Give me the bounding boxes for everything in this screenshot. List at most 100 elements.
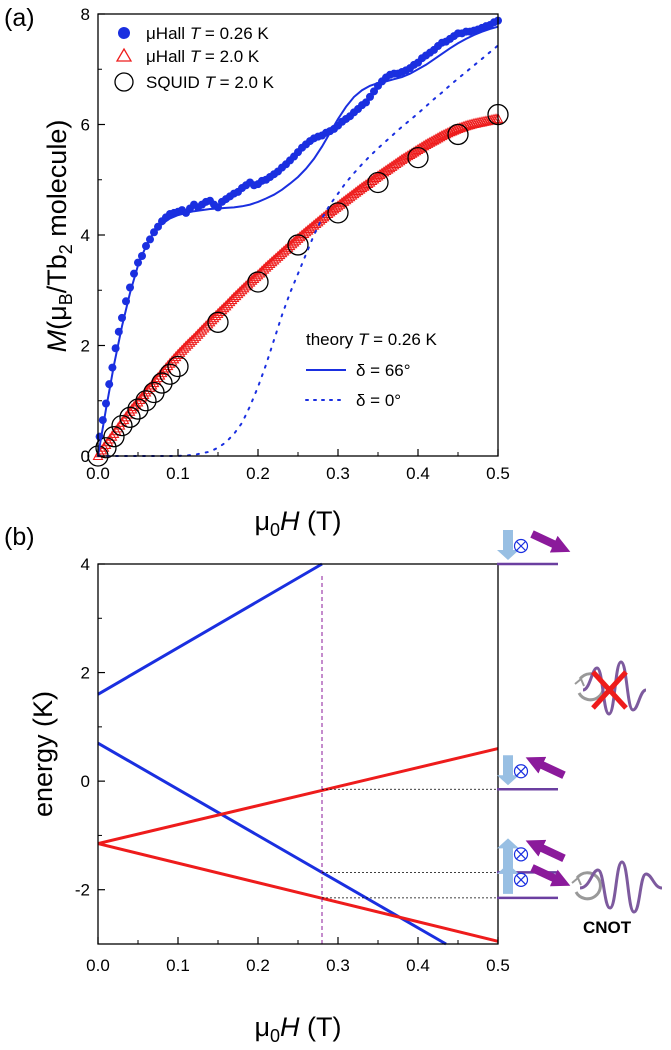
y-tick-label: 0 — [81, 772, 90, 791]
purple-arrow-down-icon — [530, 864, 571, 887]
data-point — [306, 221, 318, 232]
data-point — [367, 171, 389, 194]
data-point — [154, 369, 166, 380]
legend-marker-open-circle — [114, 72, 134, 92]
series-1 — [92, 112, 504, 461]
data-point — [248, 272, 260, 283]
energy-line — [97, 842, 499, 943]
panel-b-xlabel: μ0H (T) — [254, 1012, 341, 1046]
y-tick-label: -2 — [75, 881, 90, 900]
x-tick-label: 0.3 — [326, 464, 350, 483]
data-point — [362, 98, 370, 107]
data-point — [264, 257, 276, 269]
y-tick-label: 8 — [81, 5, 90, 24]
data-point — [274, 248, 286, 260]
energy-line — [97, 562, 323, 696]
energy-line — [97, 741, 447, 946]
data-point — [278, 245, 290, 256]
x-tick-label: 0.1 — [166, 464, 190, 483]
x-tick-label: 0.2 — [246, 956, 270, 975]
y-tick-label: 2 — [81, 664, 90, 683]
data-point — [290, 234, 302, 245]
otimes-stroke — [516, 874, 526, 885]
data-point — [268, 254, 280, 265]
panel-a-legend: μHall T = 0.26 K μHall T = 2.0 K SQUID T… — [114, 24, 275, 92]
data-point — [302, 224, 314, 235]
data-point — [292, 232, 304, 243]
data-point — [300, 226, 312, 237]
data-point — [282, 241, 294, 252]
data-point — [462, 119, 474, 130]
data-point — [95, 437, 117, 459]
theory-line-dotted — [97, 44, 499, 457]
x-tick-label: 0.1 — [166, 956, 190, 975]
data-point — [159, 363, 181, 385]
spin-up-arrow-icon — [497, 863, 519, 894]
data-point — [288, 236, 300, 247]
data-point — [318, 211, 330, 222]
data-point — [370, 87, 378, 96]
data-point — [308, 219, 320, 230]
panel-b-ylabel: energy (K) — [28, 691, 58, 817]
spin-up-arrow-icon — [497, 838, 519, 869]
data-point — [146, 379, 158, 390]
x-tick-label: 0.5 — [486, 956, 510, 975]
panel-b-chart: 0.0 0.1 0.2 0.3 0.4 0.5 -2 0 2 4 μ0H (T) energy (… — [28, 530, 663, 1046]
theory-legend-solid: δ = 66° — [356, 361, 411, 380]
y-tick-label: 6 — [81, 116, 90, 135]
series-3 — [97, 25, 499, 457]
series-2 — [87, 103, 509, 467]
otimes-icon — [513, 872, 529, 887]
data-point — [135, 390, 157, 412]
legend-entry-2: μHall T = 2.0 K — [146, 47, 260, 66]
y-tick-label: 4 — [81, 555, 90, 574]
wave-cnot-icon — [571, 860, 663, 914]
data-point — [138, 388, 150, 399]
series-4 — [97, 44, 499, 457]
legend-entry-1: μHall T = 0.26 K — [146, 24, 269, 43]
panel-a-chart: 0.0 0.1 0.2 0.3 0.4 0.5 0 2 4 6 8 μ0H (T) M(μB/Tb2… — [42, 5, 510, 540]
wave-blocked-icon — [574, 660, 647, 716]
purple-arrow-down-icon — [530, 530, 571, 553]
y-tick-label: 0 — [81, 447, 90, 466]
panel-a-xlabel: μ0H (T) — [254, 506, 341, 540]
data-point — [327, 202, 349, 224]
panel-a-theory-legend: theory T = 0.26 K δ = 66° δ = 0° — [305, 330, 438, 410]
x-tick-label: 0.4 — [406, 956, 430, 975]
data-point — [407, 146, 429, 169]
data-point — [466, 118, 478, 129]
data-point — [310, 217, 322, 228]
theory-legend-dotted: δ = 0° — [356, 391, 401, 410]
otimes-icon — [513, 538, 529, 554]
legend-marker-open-triangle — [115, 47, 133, 62]
data-point — [119, 406, 141, 428]
otimes-stroke — [516, 541, 526, 551]
data-point — [150, 374, 162, 385]
energy-line — [97, 747, 499, 846]
data-point — [272, 250, 284, 261]
data-point — [247, 271, 269, 293]
panel-label-b: (b) — [4, 523, 35, 551]
y-tick-label: 2 — [81, 337, 90, 356]
data-point — [286, 238, 298, 249]
data-point — [312, 216, 324, 227]
data-point — [130, 398, 142, 409]
data-point — [460, 119, 472, 131]
data-point — [270, 252, 282, 263]
x-tick-label: 0.3 — [326, 956, 350, 975]
panel-a-ylabel: M(μB/Tb2 molecule) — [42, 120, 76, 353]
x-tick-label: 0.2 — [246, 464, 270, 483]
panel-b-plot-frame — [97, 563, 499, 945]
data-point — [246, 274, 258, 285]
data-point — [464, 118, 476, 130]
data-point — [127, 398, 149, 420]
data-point — [151, 372, 173, 394]
panel-label-a: (a) — [4, 4, 35, 32]
energy-level-schematic — [322, 530, 571, 900]
data-point — [304, 222, 316, 233]
data-point — [366, 92, 374, 101]
x-tick-label: 0.0 — [86, 464, 110, 483]
y-tick-label: 4 — [81, 226, 90, 245]
data-point — [111, 414, 133, 437]
otimes-stroke — [516, 849, 526, 860]
